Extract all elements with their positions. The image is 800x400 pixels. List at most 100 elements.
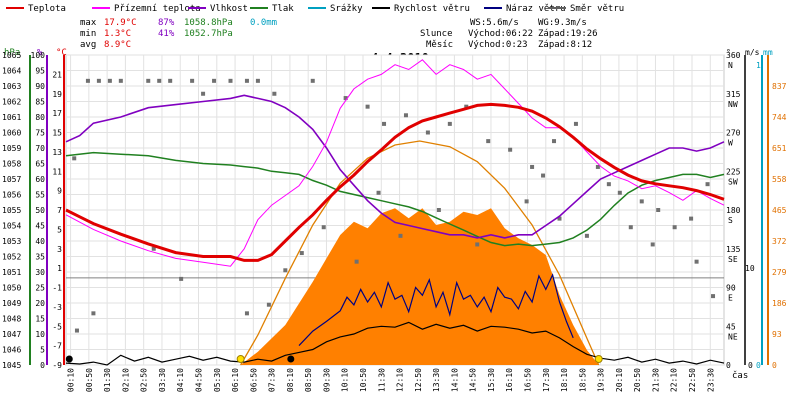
ms-tick: 10 — [745, 264, 755, 273]
mm-tick: 0 — [756, 361, 761, 370]
ms-tick: 0 — [748, 361, 753, 370]
legend-label: Srážky — [330, 4, 363, 14]
pct-tick: 45 — [35, 222, 45, 231]
solar-tick: 372 — [772, 237, 787, 246]
pct-tick: 0 — [40, 361, 45, 370]
legend-label: Náraz větru — [506, 4, 566, 14]
time-tick: 10:50 — [359, 368, 368, 392]
wind-dir-point — [168, 78, 173, 83]
time-tick: 19:30 — [597, 368, 606, 392]
wind-dir-point — [508, 147, 513, 152]
time-tick: 07:30 — [268, 368, 277, 392]
wind-dir-point — [244, 311, 249, 316]
humidity-line — [65, 94, 725, 239]
hpa-tick: 1052 — [2, 253, 21, 262]
sun-set: Západ:19:26 — [538, 29, 598, 39]
time-tick: 22:50 — [688, 368, 697, 392]
wind-dir-point — [694, 259, 699, 264]
temperature-line — [65, 102, 725, 262]
time-tick: 05:30 — [213, 368, 222, 392]
dir-letter: E — [728, 294, 733, 303]
wind-dir-point — [617, 190, 622, 195]
dir-letter: SW — [728, 177, 738, 186]
temp-unit: °C — [56, 48, 67, 58]
time-tick: 00:50 — [85, 368, 94, 392]
temp-tick: 1 — [57, 264, 62, 273]
mm-unit: mm — [763, 48, 773, 57]
time-tick: 03:30 — [158, 368, 167, 392]
stats-temp: 8.9°C — [104, 40, 131, 50]
time-tick: 12:50 — [414, 368, 423, 392]
stats-label: min — [80, 29, 96, 39]
temp-tick: 15 — [52, 129, 62, 138]
solar-tick: 744 — [772, 113, 787, 122]
wind-dir-point — [557, 216, 562, 221]
pct-tick: 40 — [35, 237, 45, 246]
time-tick: 10:10 — [341, 368, 350, 392]
legend-label: Teplota — [28, 4, 66, 14]
time-tick: 08:50 — [304, 368, 313, 392]
dir-letter: NE — [728, 332, 738, 341]
wind-dir-point — [91, 311, 96, 316]
pct-unit: % — [37, 48, 43, 58]
time-tick: 20:50 — [633, 368, 642, 392]
dir-tick: 315 — [726, 90, 741, 99]
time-tick: 20:10 — [615, 368, 624, 392]
pct-tick: 95 — [35, 67, 45, 76]
solar-area — [240, 208, 599, 365]
pct-tick: 70 — [35, 144, 45, 153]
hpa-tick: 1047 — [2, 330, 21, 339]
hpa-tick: 1062 — [2, 98, 21, 107]
wind-dir-point — [299, 251, 304, 256]
temp-tick: 17 — [52, 109, 62, 118]
pct-tick: 10 — [35, 330, 45, 339]
temp-tick: -7 — [52, 342, 62, 351]
hpa-tick: 1053 — [2, 237, 21, 246]
wind-dir-point — [711, 294, 716, 299]
temp-tick: 11 — [52, 167, 62, 176]
hpa-tick: 1065 — [2, 51, 21, 60]
wind-dir-point — [584, 233, 589, 238]
sun-rise: Východ:06:22 — [468, 29, 533, 39]
time-tick: 13:30 — [432, 368, 441, 392]
x-axis-label: čas — [732, 370, 748, 381]
wind-dir-point — [689, 216, 694, 221]
temp-tick: 5 — [57, 225, 62, 234]
legend-label: Rychlost větru — [394, 4, 470, 14]
time-axis: 00:10 00:50 01:30 02:10 02:50 03:30 04:10 04:50… — [67, 368, 749, 392]
time-tick: 21:30 — [651, 368, 660, 392]
solar-tick: 279 — [772, 268, 787, 277]
stats-press: 1052.7hPa — [184, 29, 233, 39]
solar-tick: 186 — [772, 299, 787, 308]
time-tick: 00:10 — [67, 368, 76, 392]
wind-dir-point — [146, 78, 151, 83]
dir-tick: 0 — [726, 361, 731, 370]
dir-letter: NW — [728, 100, 738, 109]
time-tick: 09:30 — [322, 368, 331, 392]
temp-tick: 13 — [52, 148, 62, 157]
moon-label: Měsíc — [426, 40, 453, 50]
pct-tick: 75 — [35, 129, 45, 138]
time-tick: 04:50 — [195, 368, 204, 392]
ground-temperature-line — [65, 59, 725, 267]
solar-tick: 651 — [772, 144, 787, 153]
time-tick: 01:30 — [103, 368, 112, 392]
time-tick: 06:50 — [249, 368, 258, 392]
wind-dir-point — [705, 182, 710, 187]
wind-dir-point — [464, 104, 469, 109]
wind-dir-point — [157, 78, 162, 83]
dir-letter: SE — [728, 255, 738, 264]
time-tick: 14:10 — [450, 368, 459, 392]
temp-tick: -5 — [52, 322, 62, 331]
wind-dir-point — [212, 78, 217, 83]
dir-tick: 45 — [726, 322, 736, 331]
dir-letter: N — [728, 61, 733, 70]
wind-dir-point — [201, 91, 206, 96]
dir-tick: 180 — [726, 206, 741, 215]
wind-dir-point — [382, 121, 387, 126]
wind-dir-point — [272, 91, 277, 96]
hpa-tick: 1046 — [2, 346, 21, 355]
time-tick: 22:10 — [670, 368, 679, 392]
